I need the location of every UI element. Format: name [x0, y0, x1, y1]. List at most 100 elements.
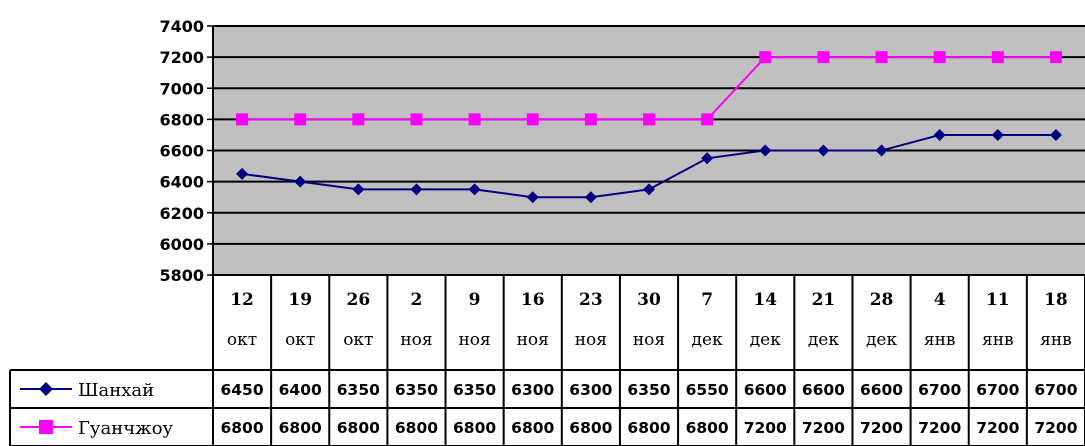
- x-tick-label-month: янв: [924, 330, 956, 350]
- data-label: 6450: [220, 381, 263, 399]
- data-point: [236, 113, 249, 126]
- data-label: 6700: [918, 381, 961, 399]
- data-label: 6800: [395, 419, 438, 437]
- data-label: 6700: [976, 381, 1019, 399]
- data-label: 7200: [860, 419, 903, 437]
- legend-label: Шанхай: [78, 380, 154, 401]
- series-lines: [236, 51, 1062, 204]
- x-tick-label-day: 4: [934, 290, 946, 310]
- y-tick-label: 7400: [159, 17, 204, 36]
- data-label: 6600: [802, 381, 845, 399]
- x-tick-label-day: 26: [346, 290, 370, 310]
- data-label: 6400: [279, 381, 322, 399]
- data-point: [643, 183, 655, 196]
- x-tick-label-day: 23: [579, 290, 603, 310]
- data-label: 6350: [337, 381, 380, 399]
- x-tick-label-day: 2: [411, 290, 423, 310]
- y-axis-ticks: 7400 7200 7000 6800 6600 6400 6200 6000 5800: [159, 17, 214, 285]
- data-label: 6300: [569, 381, 612, 399]
- data-point: [817, 51, 830, 64]
- x-tick-label-day: 19: [288, 290, 312, 310]
- legend-marker: [39, 420, 53, 434]
- data-label: 7200: [918, 419, 961, 437]
- data-point: [759, 51, 772, 64]
- x-tick-label-month: ноя: [458, 330, 490, 350]
- data-point: [294, 175, 307, 188]
- series-1: [236, 51, 1062, 126]
- x-tick-label-day: 16: [521, 290, 545, 310]
- data-point: [759, 144, 772, 157]
- series-0: [236, 128, 1062, 204]
- x-tick-label-day: 30: [637, 290, 661, 310]
- data-point: [991, 51, 1004, 64]
- data-label: 6600: [860, 381, 903, 399]
- data-point: [1049, 128, 1062, 141]
- legend-marker: [39, 382, 53, 396]
- data-label: 6350: [453, 381, 496, 399]
- y-tick-label: 6400: [159, 173, 204, 192]
- data-point: [352, 113, 365, 126]
- data-point: [991, 128, 1004, 141]
- data-point: [643, 113, 655, 126]
- data-label: 6700: [1034, 381, 1077, 399]
- data-point: [1049, 51, 1062, 64]
- data-point: [933, 128, 946, 141]
- data-point: [526, 113, 539, 126]
- x-tick-label-day: 12: [230, 290, 254, 310]
- y-tick-label: 6800: [159, 110, 204, 129]
- data-label: 6350: [627, 381, 670, 399]
- y-tick-label: 7000: [159, 79, 204, 98]
- data-point: [526, 191, 539, 204]
- x-tick-label-day: 14: [753, 290, 777, 310]
- data-label: 7200: [802, 419, 845, 437]
- data-label: 6800: [453, 419, 496, 437]
- data-point: [410, 183, 423, 196]
- x-tick-label-month: янв: [982, 330, 1014, 350]
- x-tick-label-day: 11: [986, 290, 1010, 310]
- data-label: 6550: [686, 381, 729, 399]
- x-tick-label-day: 21: [812, 290, 836, 310]
- data-point: [236, 167, 249, 180]
- data-label: 7200: [976, 419, 1019, 437]
- x-tick-label-day: 7: [701, 290, 713, 310]
- x-tick-label-month: ноя: [400, 330, 432, 350]
- data-point: [701, 113, 714, 126]
- x-tick-label-month: окт: [285, 330, 315, 350]
- data-label: 6800: [569, 419, 612, 437]
- data-table: 12 окт 19 окт 26 окт 2 ноя 9 ноя 16 ноя 23 ноя 30 ноя 7 д…: [9, 274, 1085, 446]
- data-label: 7200: [1034, 419, 1077, 437]
- data-point: [584, 191, 597, 204]
- x-tick-label-day: 18: [1044, 290, 1068, 310]
- data-label: 6350: [395, 381, 438, 399]
- x-tick-label-month: дек: [750, 330, 782, 350]
- x-tick-label-day: 9: [469, 290, 481, 310]
- y-tick-label: 6200: [159, 204, 204, 223]
- x-tick-label-month: дек: [808, 330, 840, 350]
- legend-key: [20, 382, 72, 396]
- data-point: [701, 152, 714, 165]
- y-tick-label: 6600: [159, 142, 204, 161]
- data-label: 6800: [511, 419, 554, 437]
- data-point: [352, 183, 365, 196]
- data-label: 6800: [279, 419, 322, 437]
- y-tick-label: 7200: [159, 48, 204, 67]
- data-label: 7200: [744, 419, 787, 437]
- data-point: [410, 113, 423, 126]
- data-point: [468, 113, 481, 126]
- legend-label: Гуанчжоу: [78, 418, 174, 439]
- data-label: 6600: [744, 381, 787, 399]
- data-label: 6300: [511, 381, 554, 399]
- data-point: [933, 51, 946, 64]
- x-tick-label-month: ноя: [633, 330, 665, 350]
- y-tick-label: 5800: [159, 266, 204, 285]
- y-tick-label: 6000: [159, 235, 204, 254]
- x-tick-label-month: дек: [866, 330, 898, 350]
- x-tick-label-month: ноя: [517, 330, 549, 350]
- data-point: [875, 144, 888, 157]
- data-label: 6800: [220, 419, 263, 437]
- x-tick-label-day: 28: [870, 290, 894, 310]
- x-tick-label-month: ноя: [575, 330, 607, 350]
- x-tick-label-month: янв: [1040, 330, 1072, 350]
- x-tick-label-month: окт: [343, 330, 373, 350]
- x-tick-label-month: окт: [227, 330, 257, 350]
